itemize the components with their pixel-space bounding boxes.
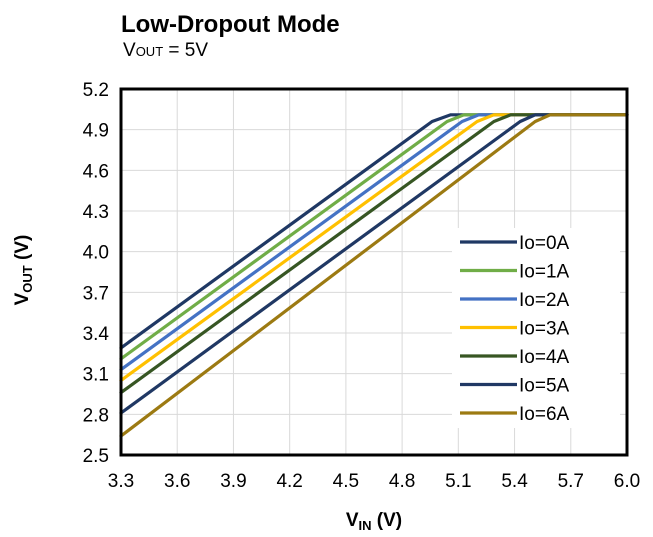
x-tick-label: 5.1 xyxy=(445,471,471,492)
x-tick-label: 4.5 xyxy=(333,471,359,492)
chart-subtitle: VOUT = 5V xyxy=(123,40,208,61)
legend-label: Io=3A xyxy=(519,319,570,340)
x-tick-label: 4.8 xyxy=(389,471,415,492)
y-tick-label: 2.8 xyxy=(83,405,109,426)
x-axis-ticks: 3.3 3.6 3.9 4.2 4.5 4.8 5.1 5.4 5.7 6.0 xyxy=(108,471,640,492)
y-tick-label: 4.9 xyxy=(83,121,109,142)
y-tick-label: 4.6 xyxy=(83,161,109,182)
legend-label: Io=4A xyxy=(519,347,570,368)
y-tick-label: 4.3 xyxy=(83,202,109,223)
legend: Io=0A Io=1A Io=2A Io=3A Io=4A Io=5A Io=6A xyxy=(452,228,620,428)
x-axis-label: VIN (V) xyxy=(346,510,402,533)
x-tick-label: 5.7 xyxy=(558,471,584,492)
y-tick-label: 5.2 xyxy=(83,80,109,101)
y-tick-label: 3.7 xyxy=(83,283,109,304)
x-tick-label: 4.2 xyxy=(276,471,302,492)
chart-title: Low-Dropout Mode xyxy=(121,11,340,38)
x-tick-label: 3.9 xyxy=(220,471,246,492)
y-tick-label: 3.4 xyxy=(83,324,110,345)
y-axis-ticks: 2.5 2.8 3.1 3.4 3.7 4.0 4.3 4.6 4.9 5.2 xyxy=(83,80,110,467)
y-tick-label: 2.5 xyxy=(83,446,109,467)
legend-label: Io=0A xyxy=(519,233,570,254)
x-tick-label: 6.0 xyxy=(614,471,640,492)
x-tick-label: 5.4 xyxy=(501,471,528,492)
x-tick-label: 3.6 xyxy=(164,471,190,492)
series-line-io-6a xyxy=(119,113,629,438)
x-tick-label: 3.3 xyxy=(108,471,134,492)
legend-label: Io=6A xyxy=(519,404,570,425)
legend-label: Io=5A xyxy=(519,376,570,397)
y-axis-label: VOUT (V) xyxy=(12,235,35,306)
legend-label: Io=2A xyxy=(519,290,570,311)
series-layer xyxy=(119,113,629,438)
plot-frame xyxy=(119,87,629,457)
y-tick-label: 3.1 xyxy=(83,365,109,386)
y-tick-label: 4.0 xyxy=(83,243,109,264)
legend-label: Io=1A xyxy=(519,262,570,283)
